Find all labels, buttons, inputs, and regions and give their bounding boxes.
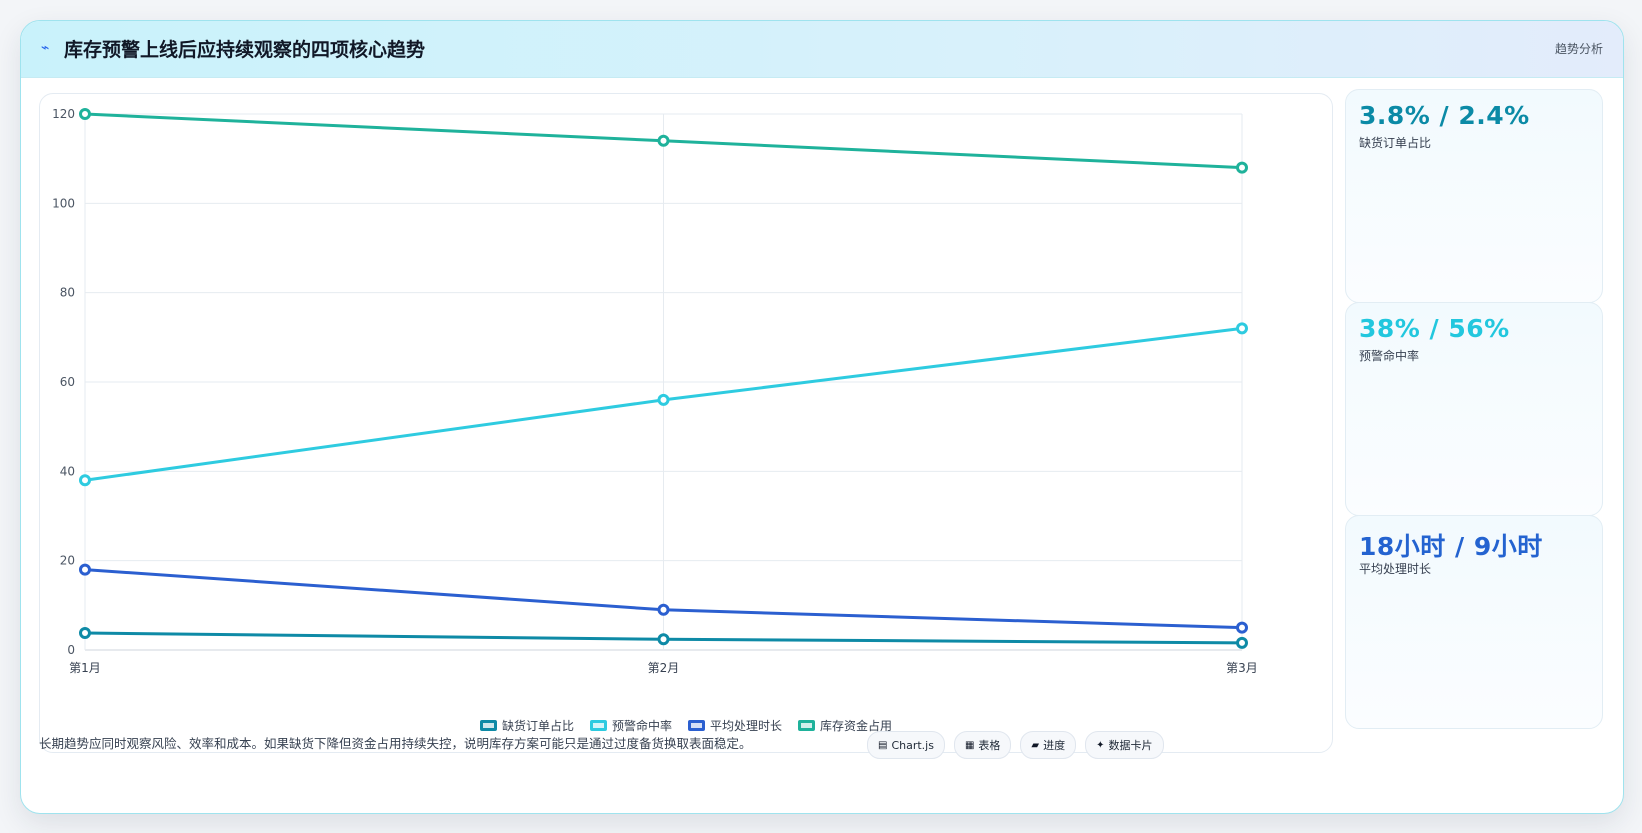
data-point <box>1236 161 1248 174</box>
x-tick-label: 第1月 <box>69 661 101 675</box>
data-point <box>657 633 670 646</box>
y-tick-label: 100 <box>52 196 75 210</box>
tag-chartjs[interactable]: ▤ Chart.js <box>867 731 945 759</box>
tag-data-card[interactable]: ✦ 数据卡片 <box>1085 731 1164 759</box>
dashboard-panel: ⌁ 库存预警上线后应持续观察的四项核心趋势 趋势分析 0 20 40 60 80 100 1… <box>20 20 1624 814</box>
data-point <box>1236 621 1248 634</box>
card-icon: ✦ <box>1096 739 1105 751</box>
stat-value: 18小时 / 9小时 <box>1359 532 1543 561</box>
stat-label: 平均处理时长 <box>1359 562 1432 576</box>
progress-icon: ▰ <box>1031 739 1040 751</box>
tag-progress[interactable]: ▰ 进度 <box>1020 731 1077 759</box>
y-tick-label: 20 <box>60 554 75 568</box>
legend-item[interactable]: 缺货订单占比 <box>479 717 574 734</box>
data-point <box>79 563 91 576</box>
y-tick-label: 0 <box>67 643 75 657</box>
data-point <box>657 603 670 616</box>
stat-card-stockout: 3.8% / 2.4% 缺货订单占比 <box>1345 89 1603 303</box>
legend-label: 库存资金占用 <box>820 718 893 733</box>
stat-value: 3.8% / 2.4% <box>1359 101 1530 130</box>
page-title: 库存预警上线后应持续观察的四项核心趋势 <box>64 39 426 61</box>
data-point <box>79 474 91 487</box>
stat-label: 预警命中率 <box>1359 349 1420 363</box>
tag-label: 数据卡片 <box>1108 739 1153 752</box>
footnote-text: 长期趋势应同时观察风险、效率和成本。如果缺货下降但资金占用持续失控，说明库存方案… <box>39 736 752 751</box>
x-tick-label: 第3月 <box>1226 661 1258 675</box>
stat-card-handle-time: 18小时 / 9小时 平均处理时长 <box>1345 515 1603 729</box>
stat-label: 缺货订单占比 <box>1359 136 1432 150</box>
data-point <box>1236 636 1248 649</box>
stat-card-hit-rate: 38% / 56% 预警命中率 <box>1345 302 1603 516</box>
tag-label: 表格 <box>978 739 1001 752</box>
line-chart-container: 0 20 40 60 80 100 120 第1月 第2月 第3月 缺货订单占比 预警命中率 平均处理… <box>39 93 1333 753</box>
y-tick-label: 40 <box>60 464 75 478</box>
legend-label: 缺货订单占比 <box>501 718 574 733</box>
legend-swatch <box>688 719 705 731</box>
legend-swatch <box>589 719 607 731</box>
panel-header: ⌁ 库存预警上线后应持续观察的四项核心趋势 趋势分析 <box>21 21 1623 78</box>
data-point <box>657 393 670 406</box>
legend-label: 预警命中率 <box>611 718 672 733</box>
y-tick-label: 60 <box>60 375 75 389</box>
data-point <box>79 108 91 120</box>
y-tick-label: 80 <box>60 286 75 300</box>
tag-label: 进度 <box>1043 739 1066 752</box>
header-badge: 趋势分析 <box>1554 42 1603 56</box>
legend-item[interactable]: 预警命中率 <box>589 717 672 734</box>
legend-item[interactable]: 平均处理时长 <box>688 717 782 734</box>
y-tick-label: 120 <box>52 107 75 121</box>
data-point <box>657 134 670 147</box>
data-point <box>1236 322 1248 335</box>
tag-table[interactable]: ▦ 表格 <box>953 731 1012 759</box>
trend-icon: ⌁ <box>41 40 50 56</box>
chart-legend: 缺货订单占比 预警命中率 平均处理时长 库存资金占用 <box>40 714 1332 736</box>
tag-label: Chart.js <box>891 738 934 752</box>
tag-list: ▤ Chart.js ▦ 表格 ▰ 进度 ✦ 数据卡片 <box>867 731 1164 759</box>
line-chart: 0 20 40 60 80 100 120 第1月 第2月 第3月 <box>52 107 1258 675</box>
table-icon: ▦ <box>964 739 975 751</box>
data-point <box>79 627 91 640</box>
x-tick-label: 第2月 <box>648 661 680 675</box>
legend-swatch <box>479 719 497 731</box>
legend-label: 平均处理时长 <box>710 718 783 733</box>
legend-swatch <box>798 719 816 731</box>
chart-icon: ▤ <box>878 739 888 751</box>
stat-value: 38% / 56% <box>1359 314 1510 343</box>
legend-item[interactable]: 库存资金占用 <box>798 717 892 734</box>
